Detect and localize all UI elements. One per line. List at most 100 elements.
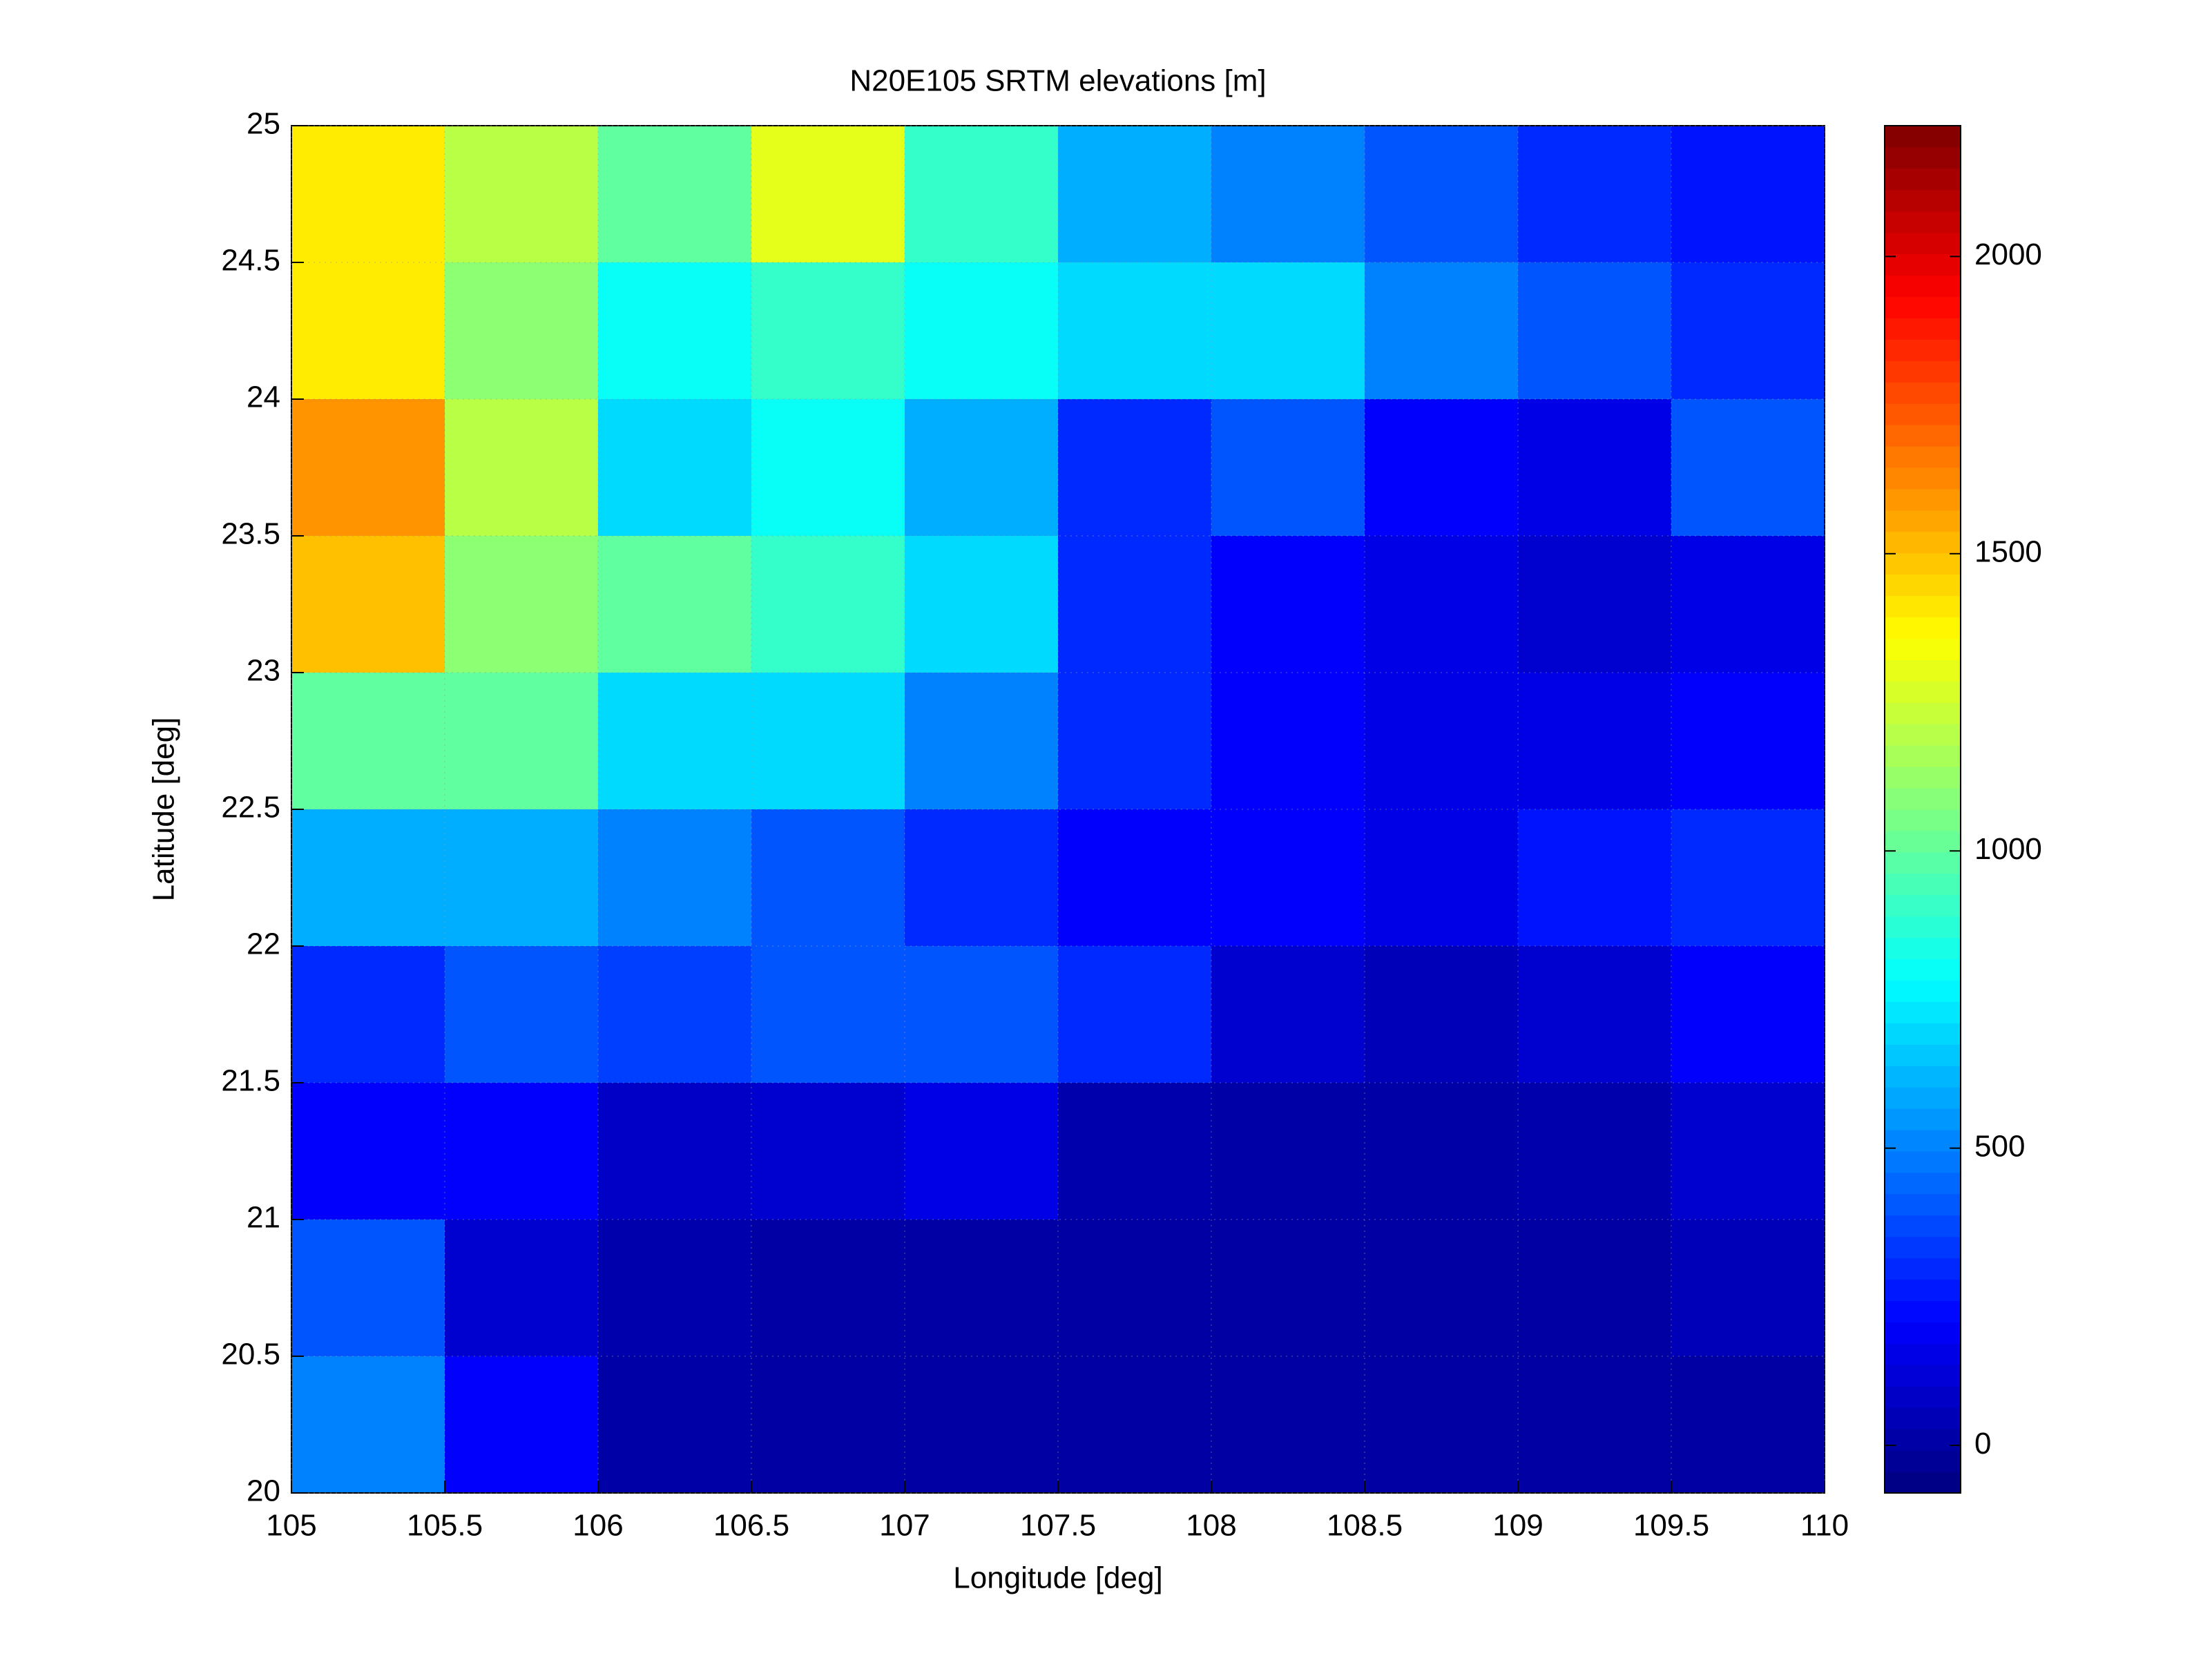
colorbar-step xyxy=(1885,1257,1961,1280)
colorbar-step xyxy=(1885,425,1961,447)
heatmap-cell xyxy=(1518,1083,1672,1220)
x-axis-label: Longitude [deg] xyxy=(953,1561,1162,1595)
x-tick-label: 106 xyxy=(573,1509,623,1543)
heatmap-cell xyxy=(1518,946,1672,1083)
colorbar-step xyxy=(1885,552,1961,575)
heatmap-cell xyxy=(1671,1083,1825,1220)
heatmap-cell xyxy=(905,262,1059,400)
heatmap-cell xyxy=(1211,1220,1365,1357)
colorbar-step xyxy=(1885,531,1961,554)
y-tick-label: 22 xyxy=(247,927,280,961)
x-tick-label: 109.5 xyxy=(1633,1509,1709,1543)
x-tick-label: 105 xyxy=(266,1509,316,1543)
heatmap-cell xyxy=(445,1356,599,1494)
heatmap-cell xyxy=(1058,1356,1212,1494)
colorbar-step xyxy=(1885,980,1961,1002)
colorbar-step xyxy=(1885,318,1961,340)
colorbar-step xyxy=(1885,189,1961,212)
heatmap-cell xyxy=(1211,126,1365,263)
y-tick-label: 24 xyxy=(247,380,280,414)
heatmap-cell xyxy=(751,399,905,537)
heatmap-cell xyxy=(1671,262,1825,400)
heatmap-cell xyxy=(905,946,1059,1083)
colorbar-step xyxy=(1885,1172,1961,1195)
heatmap-cell xyxy=(598,673,752,810)
heatmap-cell xyxy=(751,262,905,400)
colorbar-step xyxy=(1885,382,1961,404)
heatmap-cell xyxy=(905,1220,1059,1357)
x-tick-label: 106.5 xyxy=(713,1509,789,1543)
heatmap-cell xyxy=(1671,673,1825,810)
heatmap-cell xyxy=(1211,809,1365,947)
colorbar-step xyxy=(1885,1087,1961,1109)
heatmap-cell xyxy=(1518,809,1672,947)
colorbar-step xyxy=(1885,1108,1961,1130)
heatmap-cell xyxy=(751,126,905,263)
heatmap-cell xyxy=(1671,809,1825,947)
colorbar-step xyxy=(1885,1215,1961,1237)
heatmap-cell xyxy=(1211,399,1365,537)
y-tick-label: 24.5 xyxy=(221,244,280,278)
heatmap-cell xyxy=(1518,1220,1672,1357)
heatmap-cell xyxy=(1058,262,1212,400)
colorbar-step xyxy=(1885,146,1961,169)
colorbar-step xyxy=(1885,617,1961,639)
heatmap-cell xyxy=(905,126,1059,263)
colorbar-step xyxy=(1885,1450,1961,1472)
heatmap-cell xyxy=(598,399,752,537)
colorbar-step xyxy=(1885,958,1961,981)
heatmap-cell xyxy=(1211,946,1365,1083)
heatmap-cell xyxy=(751,1220,905,1357)
colorbar-step xyxy=(1885,1386,1961,1408)
heatmap-cell xyxy=(1365,673,1519,810)
heatmap-cell xyxy=(1058,399,1212,537)
heatmap-cell xyxy=(1211,262,1365,400)
colorbar-step xyxy=(1885,745,1961,767)
y-tick-label: 23.5 xyxy=(221,517,280,551)
colorbar-step xyxy=(1885,211,1961,233)
heatmap-cell xyxy=(598,536,752,673)
colorbar-step xyxy=(1885,681,1961,703)
chart-title: N20E105 SRTM elevations [m] xyxy=(849,64,1266,98)
colorbar-tick-label: 2000 xyxy=(1974,238,2042,271)
y-tick-label: 20 xyxy=(247,1474,280,1508)
x-tick-label: 110 xyxy=(1800,1509,1849,1543)
colorbar-step xyxy=(1885,467,1961,490)
colorbar-step xyxy=(1885,1279,1961,1302)
colorbar-step xyxy=(1885,168,1961,191)
x-tick-label: 108 xyxy=(1186,1509,1236,1543)
colorbar-step xyxy=(1885,403,1961,425)
heatmap-cell xyxy=(1518,126,1672,263)
heatmap-cell xyxy=(291,1083,445,1220)
colorbar-step xyxy=(1885,232,1961,255)
heatmap-cell xyxy=(1211,1083,1365,1220)
heatmap-cell xyxy=(1058,536,1212,673)
heatmap-cell xyxy=(445,262,599,400)
x-tick-label: 107.5 xyxy=(1020,1509,1096,1543)
heatmap-cell xyxy=(1518,1356,1672,1494)
colorbar-step xyxy=(1885,1343,1961,1365)
heatmap-cell xyxy=(1671,1220,1825,1357)
heatmap-cell xyxy=(905,809,1059,947)
y-tick-label: 21.5 xyxy=(221,1064,280,1098)
colorbar-step xyxy=(1885,360,1961,383)
colorbar-step xyxy=(1885,574,1961,597)
heatmap-cell xyxy=(291,536,445,673)
colorbar-step xyxy=(1885,253,1961,276)
heatmap-cell xyxy=(1058,1083,1212,1220)
colorbar-step xyxy=(1885,894,1961,917)
heatmap-cell xyxy=(1365,1083,1519,1220)
y-tick-label: 21 xyxy=(247,1201,280,1235)
heatmap-cell xyxy=(445,399,599,537)
colorbar-tick-label: 1000 xyxy=(1974,832,2042,866)
y-tick-label: 25 xyxy=(247,107,280,141)
colorbar-step xyxy=(1885,638,1961,660)
heatmap-cell xyxy=(445,946,599,1083)
heatmap-cell xyxy=(1518,399,1672,537)
heatmap-cell xyxy=(1365,399,1519,537)
heatmap-cell xyxy=(598,946,752,1083)
heatmap-cell xyxy=(1671,399,1825,537)
colorbar-step xyxy=(1885,1472,1961,1494)
heatmap-cell xyxy=(1518,673,1672,810)
heatmap-cell xyxy=(291,673,445,810)
